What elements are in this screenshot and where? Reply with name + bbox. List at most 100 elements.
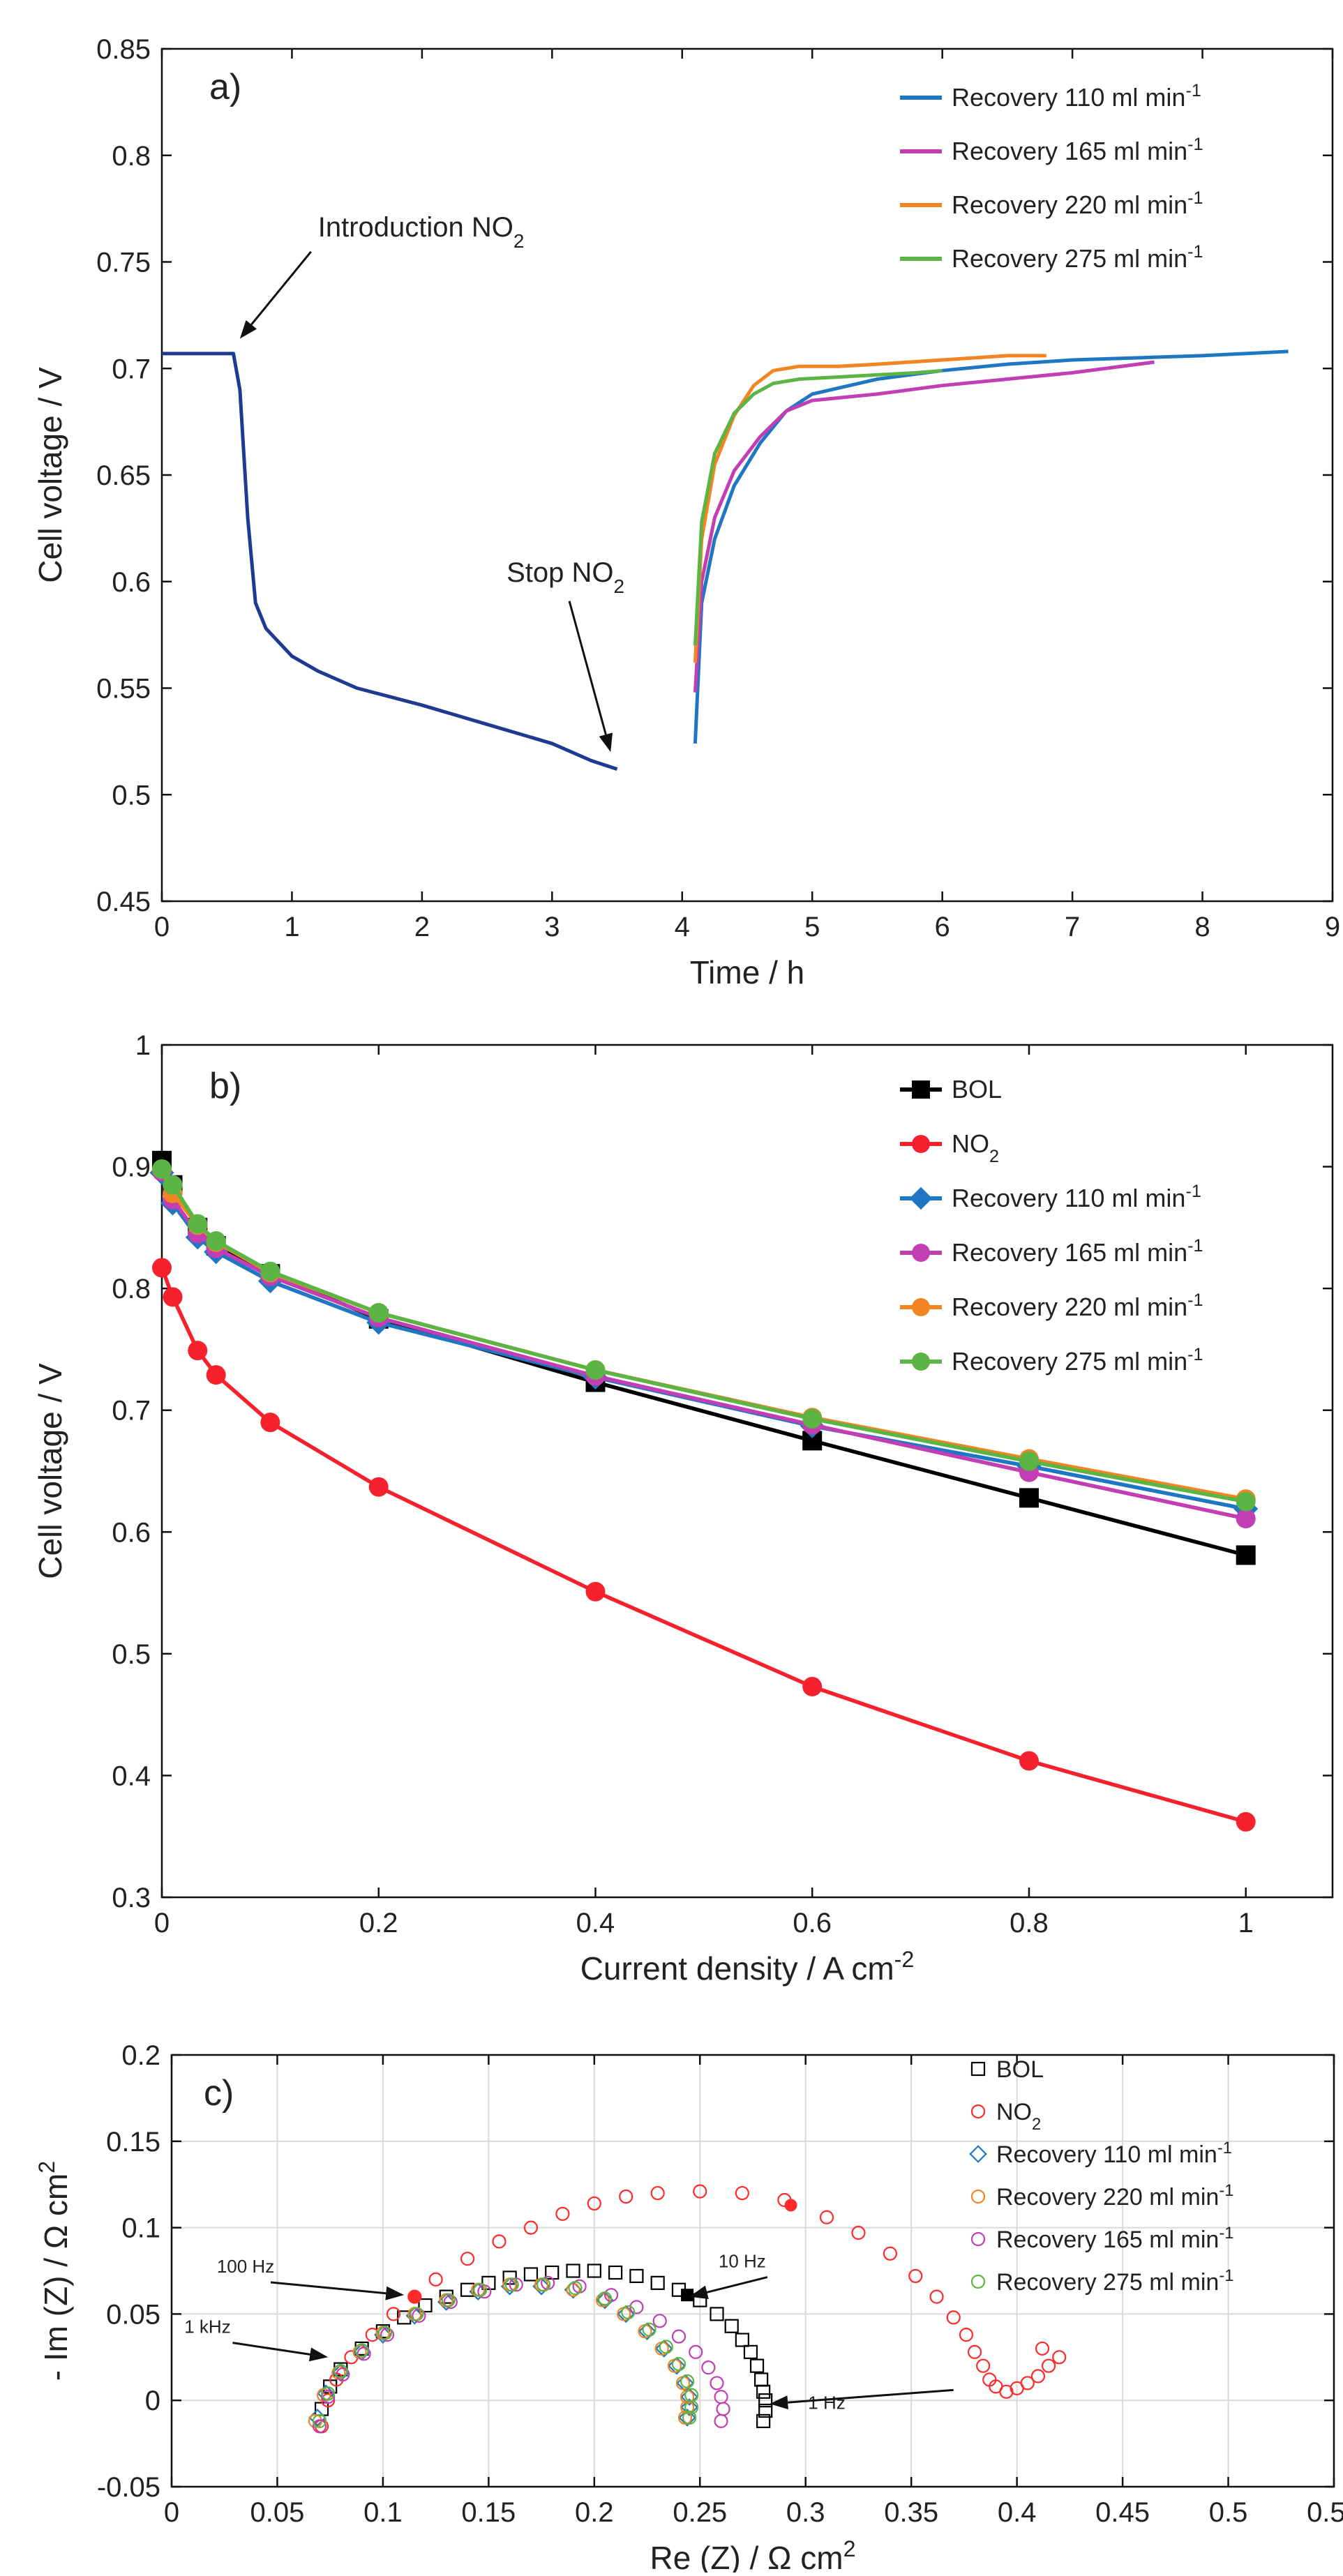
data-point [492,2234,507,2249]
series-4 [693,354,1046,663]
superscript: -1 [1187,135,1203,154]
x-tick-label: 0.4 [576,1908,615,1938]
x-tick-label: 2 [414,912,430,942]
legend-label-main: NO [952,1129,989,1158]
y-axis-label: Cell voltage / V [32,367,68,583]
x-axis-label: Current density / A cm-2 [580,1947,915,1987]
data-point [802,1676,823,1696]
x-tick-label: 6 [935,912,950,942]
data-point [152,1258,172,1278]
data-point [756,2384,771,2399]
subscript: 2 [989,1147,999,1166]
superscript: -1 [1185,81,1201,100]
y-tick-label: 0.65 [96,460,151,491]
y-tick-label: 0.6 [112,567,151,598]
data-point [469,2282,488,2301]
data-point [312,2419,327,2434]
data-point [163,1175,183,1195]
superscript: -1 [1219,2224,1233,2243]
x-tick-label: 0.6 [793,1908,832,1938]
series-line [160,1168,1247,1504]
data-point [1236,1491,1256,1512]
annotation-text-main: 10 Hz [719,2251,766,2272]
data-point [642,2322,657,2337]
data-point [437,2293,456,2311]
x-tick-label: 5 [804,912,820,942]
plot-frame [160,1044,1334,1899]
legend-label-main: Recovery 110 ml min [996,2141,1217,2168]
annotation-text: Introduction NO2 [318,212,525,252]
annotation-2: Stop NO2 [507,557,624,753]
legend-item: Recovery 165 ml min-1 [900,1236,1203,1267]
x-tick-label: 0.8 [1010,1908,1049,1938]
x-tick-label: 0.1 [363,2497,403,2528]
legend-marker [912,1135,930,1153]
y-tick-label: 0.4 [112,1761,151,1791]
data-point [749,2358,765,2373]
legend-label-main: Recovery 110 ml min [952,83,1185,112]
data-point [441,2293,456,2307]
legend-marker [970,2231,986,2247]
data-point [585,1581,606,1602]
data-point [743,2344,758,2359]
data-point [659,2340,673,2354]
legend-item: BOL [970,2056,1044,2083]
annotation-arrow-shaft [250,250,312,326]
series-1 [162,352,618,771]
data-point [680,2374,695,2389]
legend-label: Recovery 165 ml min-1 [952,135,1203,165]
legend-label-main: Recovery 165 ml min [952,1238,1187,1267]
annotation-text-main: 1 Hz [808,2393,845,2413]
data-point [1041,2358,1056,2373]
data-point [354,2343,369,2358]
series-6 [312,2277,699,2429]
legend-label-main: BOL [996,2056,1044,2083]
chart-panel-1: 0 1 2 3 4 5 6 7 8 9 0.45 0.5 0.55 0.6 0.65 0.7 0.75 0.8 0.… [32,34,1340,991]
annotation-arrow-head [239,320,257,339]
annotation-text-main: Introduction NO [318,212,513,243]
y-tick-label: 0.3 [112,1883,151,1913]
legend-label: Recovery 275 ml min-1 [952,1345,1203,1376]
x-axis-label: Re (Z) / Ω cm2 [650,2536,855,2573]
legend-label: BOL [952,1075,1002,1104]
data-point [504,2277,519,2292]
annotation-text-main: 100 Hz [217,2256,274,2277]
annotation-text: Stop NO2 [507,557,624,597]
legend-item: NO2 [970,2099,1041,2134]
data-point [312,2413,327,2429]
x-tick-label: 0.35 [884,2497,938,2528]
chart-panel-3: 0 0.05 0.1 0.15 0.2 0.25 0.3 0.35 0.4 0.45 0.5 0.55… [34,2040,1343,2576]
y-axis-label: Cell voltage / V [32,1363,68,1579]
data-point [678,2409,696,2427]
data-point [1019,1751,1039,1771]
series-2 [152,1258,1256,1832]
data-point [397,2310,412,2325]
legend-label: Recovery 110 ml min-1 [996,2139,1232,2169]
legend-marker [909,1187,933,1210]
x-tick-label: 0 [154,912,170,942]
data-point [596,2291,614,2310]
legend-label: Recovery 165 ml min-1 [996,2224,1234,2254]
legend-label-main: Recovery 275 ml min [952,244,1187,273]
subscript: 2 [513,229,525,251]
y-tick-label: 0.6 [112,1517,151,1548]
superscript: -2 [894,1947,915,1972]
series-3 [693,360,1155,693]
legend-label: NO2 [996,2099,1041,2134]
data-point [566,2264,580,2278]
legend-label: Recovery 220 ml min-1 [952,1290,1203,1321]
data-point [680,2398,698,2416]
data-point [523,2267,539,2282]
legend-item: NO2 [900,1129,999,1166]
legend-label-main: Recovery 220 ml min [952,1293,1187,1321]
data-point [260,1413,280,1433]
y-tick-label: 0.05 [106,2299,160,2330]
legend-label-main: Recovery 275 ml min [996,2269,1219,2296]
y-axis-label: - Im (Z) / Ω cm2 [34,2161,74,2381]
panel-label: b) [209,1066,241,1106]
legend-item: Recovery 220 ml min-1 [900,1290,1203,1321]
legend-label: Recovery 110 ml min-1 [952,1182,1201,1212]
series-6 [152,1159,1256,1512]
data-point [206,1231,226,1251]
